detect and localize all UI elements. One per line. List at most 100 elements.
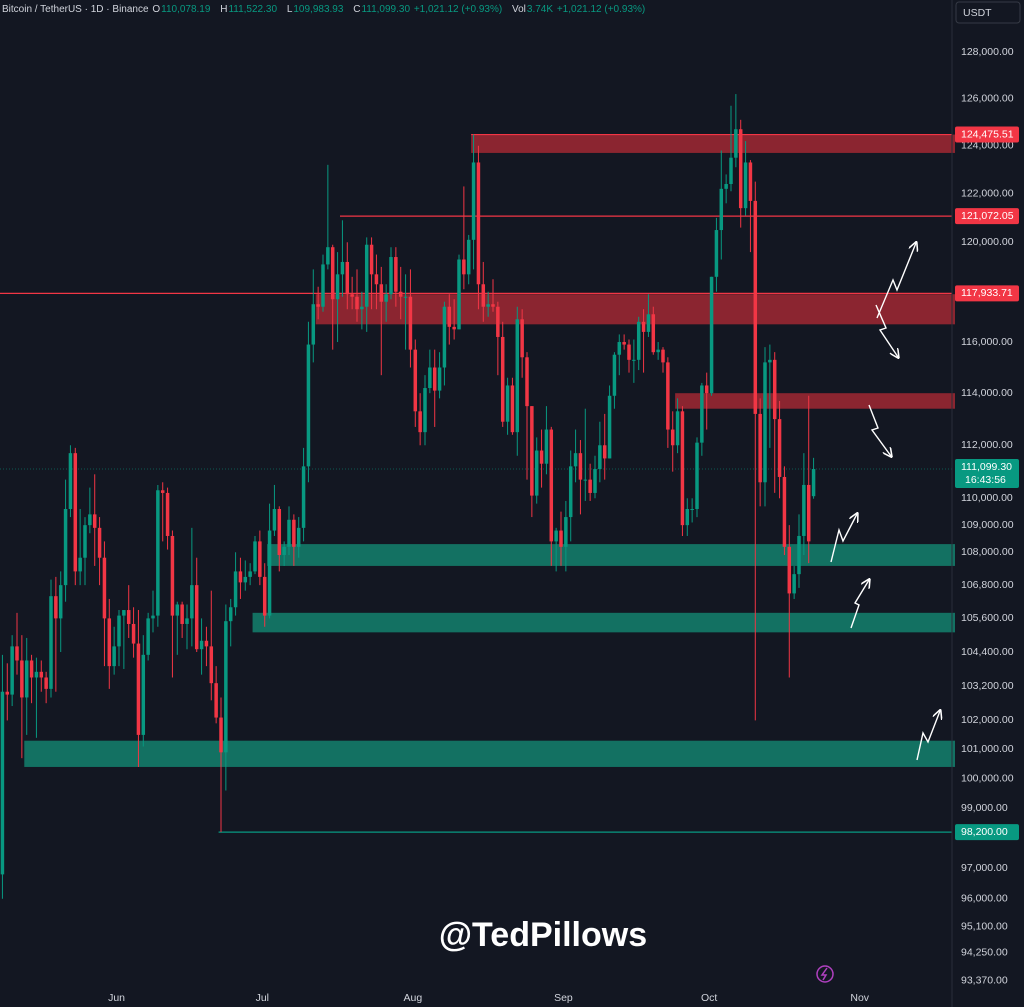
zone [471, 134, 955, 153]
candle-body [748, 162, 753, 201]
candle-body [267, 530, 272, 616]
candle-body [500, 336, 505, 422]
candle-body [321, 264, 325, 307]
candle-body [462, 259, 466, 275]
candle-body [262, 576, 267, 616]
candle-body [772, 359, 777, 420]
candle-body [292, 519, 296, 547]
candle-body [83, 525, 87, 558]
y-tick-label: 126,000.00 [961, 93, 1014, 105]
candle-body [656, 349, 660, 353]
y-tick-label: 103,200.00 [961, 680, 1014, 692]
candle-body [20, 660, 24, 698]
candle-body [612, 354, 617, 396]
candle-body [690, 508, 694, 510]
candle-body [306, 344, 311, 467]
candle-body [554, 530, 558, 542]
candle-body [442, 306, 447, 368]
candle-body [481, 284, 486, 307]
y-tick-label: 93,370.00 [961, 974, 1008, 986]
candle-body [316, 304, 320, 307]
icon[interactable] [816, 965, 834, 983]
change: +1,021.12 (+0.93%) [556, 4, 646, 15]
candle-body [112, 646, 116, 667]
candle-body [330, 247, 335, 300]
candle-body [282, 546, 286, 555]
y-tick-label: 105,600.00 [961, 612, 1014, 624]
candle-body [544, 429, 549, 464]
price-label: 121,072.05 [961, 210, 1014, 222]
candle-body [78, 557, 82, 572]
candle-body [413, 349, 418, 412]
candle-body [525, 357, 529, 407]
candle-body [729, 157, 733, 185]
candle-body [374, 274, 379, 285]
candle-body [107, 618, 112, 667]
last-price-box [955, 459, 1019, 489]
candle-body [496, 306, 500, 337]
candle-body [190, 585, 194, 619]
candle-body [0, 691, 5, 875]
candle-body [88, 514, 92, 526]
icon[interactable] [820, 967, 828, 981]
candle-body [704, 385, 709, 394]
price-label: 117,933.71 [961, 287, 1013, 299]
x-tick-label: Aug [404, 992, 423, 1004]
candle-body [253, 541, 257, 572]
candle-body [651, 314, 656, 353]
watermark: @TedPillows [438, 916, 648, 954]
value: 109,983.93 [293, 4, 344, 15]
candle-body [787, 546, 792, 594]
candle-body [782, 476, 787, 547]
y-tick-label: 112,000.00 [961, 439, 1013, 451]
candle-body [510, 385, 515, 433]
y-tick-label: 96,000.00 [961, 893, 1008, 905]
value: 3.74K [526, 4, 554, 15]
candle-body [568, 466, 573, 518]
candle-body [476, 162, 481, 285]
symbol: Bitcoin / TetherUS · 1D · Binance [2, 4, 149, 15]
label: O [152, 4, 161, 15]
y-tick-label: 116,000.00 [961, 336, 1013, 348]
currency-button[interactable] [955, 1, 1021, 24]
candle-body [170, 535, 175, 616]
candle-body [326, 247, 330, 265]
zone [675, 393, 955, 409]
candle-body [432, 367, 437, 391]
candle-body [29, 660, 34, 678]
candle-body [24, 660, 29, 698]
candle-body [763, 362, 767, 483]
y-tick-label: 101,000.00 [961, 743, 1014, 755]
candle-body [806, 484, 811, 542]
candle-body [335, 274, 340, 300]
candle-body [126, 610, 131, 624]
price-label: 124,475.51 [961, 128, 1014, 140]
candle-body [122, 610, 126, 616]
value: 111,522.30 [228, 4, 278, 15]
candle-body [233, 571, 238, 608]
candle-body [355, 296, 359, 310]
candle-body [248, 571, 252, 577]
candle-body [714, 230, 719, 277]
symbol-legend: Bitcoin / TetherUS · 1D · Binance O110,0… [2, 4, 646, 15]
candle-body [768, 359, 772, 363]
x-tick-label: Oct [701, 992, 717, 1004]
candle-body [685, 508, 690, 526]
candle-body [646, 314, 651, 332]
arrow [916, 711, 940, 761]
candle-body [709, 276, 714, 394]
candle-body [340, 261, 345, 275]
price-label-box [955, 285, 1019, 302]
y-tick-label: 102,000.00 [961, 714, 1014, 726]
candle-body [700, 385, 704, 443]
candle-body [92, 514, 97, 528]
replay-icon[interactable] [816, 965, 834, 983]
candle-body [520, 319, 524, 358]
y-tick-label: 120,000.00 [961, 236, 1014, 248]
arrow [876, 243, 916, 319]
x-tick-label: Sep [554, 992, 573, 1004]
candle-body [403, 296, 408, 298]
currency-button-label[interactable]: USDT [963, 7, 992, 19]
y-tick-label: 128,000.00 [961, 46, 1014, 58]
